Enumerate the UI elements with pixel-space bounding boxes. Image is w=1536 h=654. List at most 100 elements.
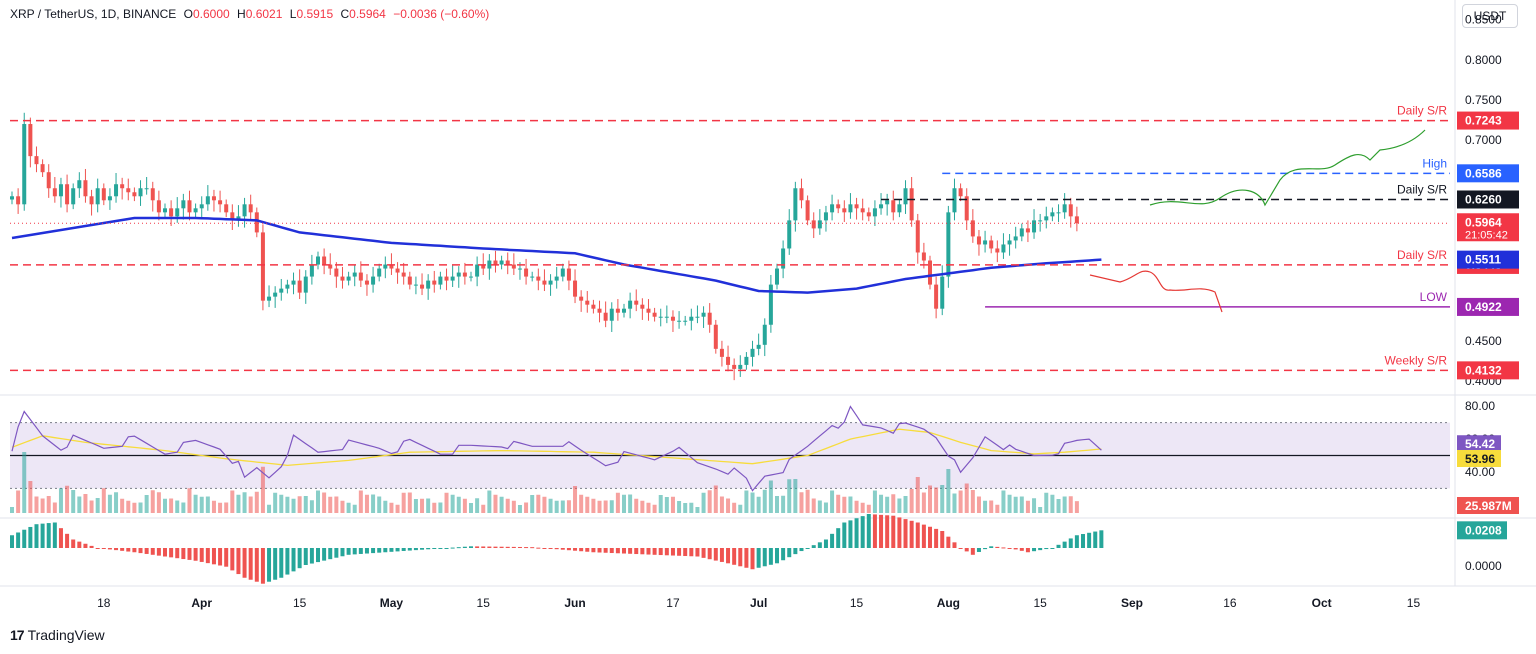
volume-bar bbox=[652, 504, 657, 513]
volume-bar bbox=[89, 500, 94, 513]
macd-histogram-bar bbox=[695, 548, 700, 557]
macd-histogram-bar bbox=[1081, 534, 1085, 548]
volume-bar bbox=[120, 498, 125, 513]
volume-bar bbox=[548, 498, 553, 513]
candle-body bbox=[40, 164, 45, 173]
close-value: 0.5964 bbox=[349, 7, 386, 21]
macd-histogram-bar bbox=[499, 546, 504, 548]
candle-body bbox=[144, 188, 149, 190]
volume-bar bbox=[860, 502, 865, 513]
candle-body bbox=[432, 280, 437, 285]
macd-histogram-bar bbox=[1093, 531, 1098, 548]
volume-bar bbox=[383, 500, 388, 513]
volume-bar bbox=[768, 480, 773, 513]
volume-bar bbox=[462, 498, 467, 513]
time-axis-tick: Oct bbox=[1312, 596, 1332, 610]
macd-histogram-bar bbox=[352, 548, 357, 555]
macd-histogram-bar bbox=[903, 519, 908, 548]
macd-histogram-bar bbox=[107, 548, 112, 550]
candle-body bbox=[322, 256, 327, 265]
macd-histogram-bar bbox=[664, 548, 669, 556]
candle-body bbox=[1068, 204, 1073, 217]
tradingview-logo[interactable]: 17 TradingView bbox=[10, 627, 105, 643]
candle-body bbox=[101, 188, 106, 201]
rsi-ma-line bbox=[11, 428, 1102, 467]
candle-body bbox=[83, 180, 88, 197]
volume-bar bbox=[872, 490, 877, 513]
macd-histogram-bar bbox=[101, 548, 106, 549]
candle-body bbox=[524, 268, 529, 277]
candle-body bbox=[573, 280, 578, 297]
macd-histogram-bar bbox=[609, 548, 614, 554]
volume-bar bbox=[407, 492, 412, 513]
candle-body bbox=[481, 264, 486, 269]
volume-bar bbox=[279, 494, 284, 513]
volume-bar bbox=[579, 494, 584, 513]
volume-bar bbox=[946, 469, 951, 513]
level-price-text: 0.4132 bbox=[1465, 363, 1502, 377]
time-axis-tick: 15 bbox=[850, 596, 864, 610]
macd-histogram-bar bbox=[817, 542, 822, 548]
candle-body bbox=[114, 184, 119, 197]
macd-histogram-bar bbox=[597, 548, 602, 553]
candle-body bbox=[597, 308, 602, 313]
volume-bar bbox=[1074, 501, 1079, 513]
volume-bar bbox=[879, 494, 884, 513]
currency-button[interactable]: USDT bbox=[1462, 4, 1518, 28]
volume-bar bbox=[260, 466, 265, 513]
candle-body bbox=[940, 276, 945, 309]
volume-bar bbox=[658, 495, 663, 513]
candle-body bbox=[811, 220, 816, 229]
candle-body bbox=[689, 316, 694, 321]
volume-bar bbox=[95, 498, 100, 513]
price-axis-tick: 0.7000 bbox=[1465, 133, 1502, 147]
volume-bar bbox=[169, 498, 174, 513]
candle-body bbox=[879, 204, 884, 209]
macd-histogram-bar bbox=[132, 548, 137, 553]
candle-body bbox=[420, 284, 425, 289]
volume-bar bbox=[273, 492, 278, 513]
volume-badge bbox=[1457, 497, 1519, 514]
macd-histogram-bar bbox=[187, 548, 192, 560]
volume-bar bbox=[787, 479, 792, 513]
candle-body bbox=[377, 268, 382, 277]
macd-histogram-bar bbox=[205, 548, 210, 564]
candle-body bbox=[530, 276, 535, 278]
macd-histogram-bar bbox=[407, 548, 412, 551]
macd-histogram-bar bbox=[872, 514, 877, 548]
macd-histogram-bar bbox=[854, 518, 859, 548]
candle-body bbox=[358, 272, 363, 281]
macd-value-badge bbox=[1457, 521, 1507, 540]
candle-body bbox=[799, 188, 804, 201]
macd-histogram-bar bbox=[169, 548, 174, 558]
high-label: H bbox=[237, 7, 246, 21]
candle-body bbox=[475, 264, 480, 277]
volume-bar bbox=[970, 490, 975, 513]
candle-body bbox=[487, 260, 492, 269]
volume-bar bbox=[432, 502, 437, 513]
volume-bar bbox=[756, 496, 761, 513]
macd-histogram-bar bbox=[1032, 548, 1037, 552]
candle-body bbox=[309, 264, 314, 277]
volume-bar bbox=[71, 490, 76, 513]
candle-body bbox=[652, 312, 657, 317]
candle-body bbox=[156, 200, 161, 213]
volume-bar bbox=[187, 488, 192, 513]
candle-body bbox=[163, 208, 167, 213]
volume-bar bbox=[976, 496, 981, 513]
level-price-text: 0.6586 bbox=[1465, 166, 1502, 180]
volume-bar bbox=[328, 496, 333, 513]
volume-bar bbox=[254, 491, 259, 513]
candle-body bbox=[273, 292, 278, 297]
macd-histogram-bar bbox=[628, 548, 633, 554]
macd-histogram-bar bbox=[554, 548, 559, 550]
candle-body bbox=[683, 320, 688, 322]
volume-bar bbox=[585, 496, 590, 513]
volume-bar bbox=[144, 495, 149, 513]
candle-body bbox=[872, 208, 877, 217]
close-label: C bbox=[340, 7, 350, 21]
macd-histogram-bar bbox=[456, 547, 461, 549]
macd-histogram-bar bbox=[89, 545, 94, 548]
macd-histogram-bar bbox=[958, 548, 963, 549]
